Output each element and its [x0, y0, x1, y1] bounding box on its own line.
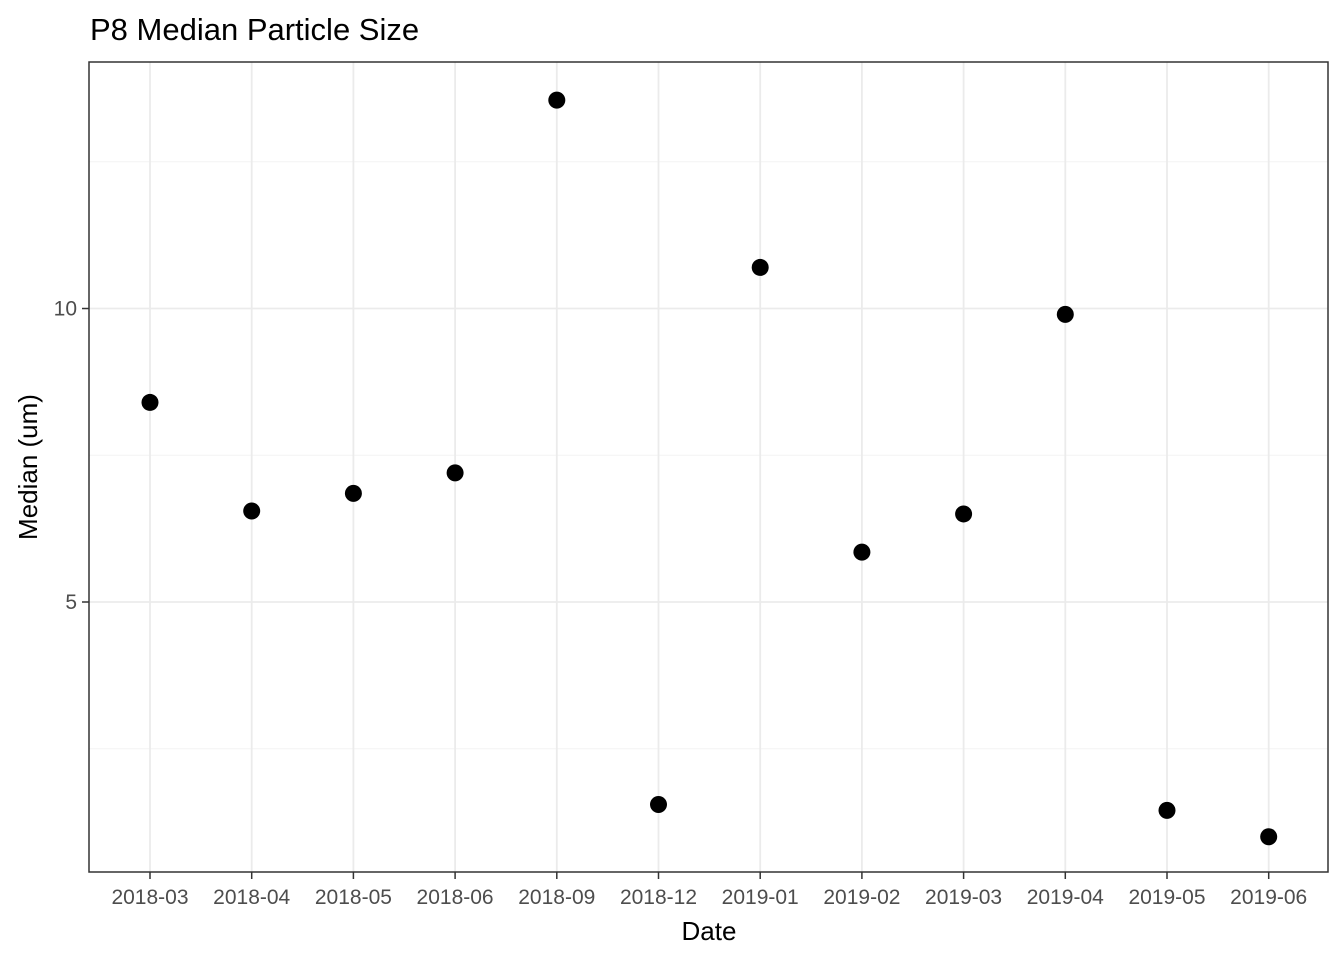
- plot-panel: [88, 61, 1329, 873]
- data-point: [1260, 828, 1278, 846]
- x-tick-label: 2019-05: [1128, 886, 1205, 909]
- x-tick-label: 2018-05: [315, 886, 392, 909]
- x-tick-label: 2019-06: [1230, 886, 1307, 909]
- x-tick-label: 2019-04: [1027, 886, 1104, 909]
- data-points: [141, 91, 1278, 846]
- y-tick-label: 10: [54, 298, 77, 321]
- data-point: [853, 543, 871, 561]
- y-tick-label: 5: [65, 591, 77, 614]
- data-point: [243, 502, 261, 520]
- data-point: [1056, 305, 1074, 323]
- x-tick-label: 2018-04: [213, 886, 290, 909]
- grid: [89, 62, 1328, 872]
- data-point: [141, 393, 159, 411]
- data-point: [344, 484, 362, 502]
- x-tick-label: 2019-01: [722, 886, 799, 909]
- x-tick-label: 2019-03: [925, 886, 1002, 909]
- data-point: [955, 505, 973, 523]
- data-point: [548, 91, 566, 109]
- data-point: [650, 796, 667, 813]
- x-axis: 2018-03 2018-04 2018-05 2018-06 2018-09 2018-…: [111, 872, 1307, 909]
- chart-title: P8 Median Particle Size: [90, 12, 419, 47]
- data-point: [751, 258, 769, 276]
- x-tick-label: 2018-06: [417, 886, 494, 909]
- data-point: [446, 464, 464, 482]
- data-point: [1158, 801, 1176, 819]
- x-tick-label: 2018-12: [620, 886, 697, 909]
- x-axis-title: Date: [682, 916, 737, 946]
- x-tick-label: 2018-09: [518, 886, 595, 909]
- x-tick-label: 2019-02: [823, 886, 900, 909]
- y-axis: 5 10: [54, 298, 89, 614]
- y-axis-title: Median (um): [13, 394, 43, 540]
- x-tick-label: 2018-03: [111, 886, 188, 909]
